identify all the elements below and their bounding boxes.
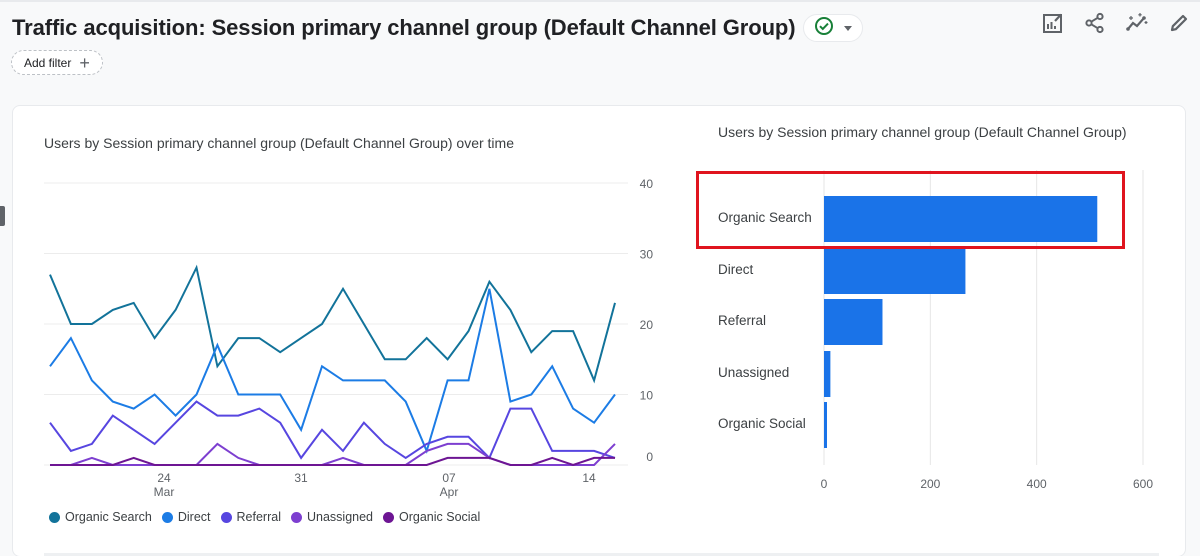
y-tick-label: 0 bbox=[646, 450, 653, 464]
line-chart-legend: Organic Search Direct Referral Unassigned Or… bbox=[49, 510, 480, 524]
legend-item-unassigned[interactable]: Unassigned bbox=[290, 510, 373, 524]
add-filter-button[interactable]: Add filter + bbox=[11, 50, 103, 75]
bar-category-label: Organic Social bbox=[718, 416, 806, 431]
x-tick-label: 0 bbox=[821, 477, 828, 491]
card-divider bbox=[44, 553, 1159, 556]
legend-item-direct[interactable]: Direct bbox=[161, 510, 211, 524]
series-line-direct[interactable] bbox=[49, 288, 616, 454]
bar-category-label: Unassigned bbox=[718, 365, 790, 380]
x-tick-label: 400 bbox=[1027, 477, 1047, 491]
x-tick-month: Mar bbox=[154, 485, 175, 499]
report-status-dropdown[interactable] bbox=[803, 14, 864, 42]
x-tick-label: 200 bbox=[920, 477, 940, 491]
page-title: Traffic acquisition: Session primary cha… bbox=[12, 15, 796, 40]
y-tick-label: 20 bbox=[640, 318, 654, 332]
edit-icon bbox=[1168, 12, 1190, 39]
share-button[interactable] bbox=[1082, 12, 1108, 38]
add-filter-label: Add filter bbox=[24, 55, 72, 70]
customize-report-button[interactable] bbox=[1040, 12, 1066, 38]
bar-category-label: Organic Search bbox=[718, 210, 812, 225]
line-chart-title: Users by Session primary channel group (… bbox=[44, 135, 514, 151]
legend-label: Referral bbox=[236, 510, 281, 524]
y-tick-label: 40 bbox=[640, 177, 654, 191]
legend-item-referral[interactable]: Referral bbox=[220, 510, 281, 524]
y-tick-label: 30 bbox=[640, 248, 654, 262]
legend-dot-icon bbox=[161, 511, 173, 523]
bar-category-label: Referral bbox=[718, 313, 767, 328]
plus-icon: + bbox=[79, 52, 90, 73]
legend-dot-icon bbox=[290, 511, 302, 523]
x-tick-label: 07 bbox=[442, 471, 456, 485]
legend-label: Organic Search bbox=[65, 510, 152, 524]
edit-button[interactable] bbox=[1166, 12, 1192, 38]
bar-direct[interactable] bbox=[824, 248, 966, 294]
x-tick-month: Apr bbox=[440, 485, 459, 499]
bar-unassigned[interactable] bbox=[824, 351, 831, 397]
bar-chart-title: Users by Session primary channel group (… bbox=[718, 124, 1127, 140]
x-tick-label: 14 bbox=[582, 471, 596, 485]
report-toolbar bbox=[1040, 12, 1192, 38]
legend-dot-icon bbox=[49, 511, 60, 523]
side-panel-handle[interactable] bbox=[0, 206, 5, 226]
check-circle-icon bbox=[814, 16, 834, 41]
insights-icon bbox=[1125, 12, 1149, 39]
legend-dot-icon bbox=[220, 511, 232, 523]
insights-button[interactable] bbox=[1124, 12, 1150, 38]
legend-label: Direct bbox=[177, 510, 211, 524]
chart-card bbox=[12, 105, 1186, 556]
legend-dot-icon bbox=[383, 511, 394, 523]
legend-label: Organic Social bbox=[399, 510, 481, 524]
customize-report-icon bbox=[1042, 12, 1064, 39]
y-tick-label: 10 bbox=[640, 389, 654, 403]
bar-referral[interactable] bbox=[824, 299, 883, 345]
legend-label: Unassigned bbox=[306, 510, 373, 524]
legend-item-organic-social[interactable]: Organic Social bbox=[383, 510, 480, 524]
x-tick-label: 31 bbox=[294, 471, 308, 485]
x-tick-label: 24 bbox=[157, 471, 171, 485]
report-header: Traffic acquisition: Session primary cha… bbox=[12, 10, 864, 46]
chevron-down-icon bbox=[844, 25, 853, 31]
share-icon bbox=[1084, 12, 1106, 39]
bar-category-label: Direct bbox=[718, 262, 754, 277]
bar-organic-social[interactable] bbox=[824, 402, 827, 448]
series-line-organic-search[interactable] bbox=[49, 264, 616, 384]
legend-item-organic-search[interactable]: Organic Search bbox=[49, 510, 152, 524]
x-tick-label: 600 bbox=[1133, 477, 1153, 491]
series-line-organic-social[interactable] bbox=[50, 456, 615, 467]
bar-chart[interactable]: 0 200 400 600 bbox=[680, 0, 1200, 510]
highlight-annotation-box bbox=[696, 171, 1125, 249]
bar-organic-search[interactable] bbox=[824, 196, 1098, 242]
top-divider bbox=[0, 0, 1200, 2]
series-line-referral[interactable] bbox=[49, 400, 616, 460]
series-line-unassigned[interactable] bbox=[50, 442, 616, 466]
